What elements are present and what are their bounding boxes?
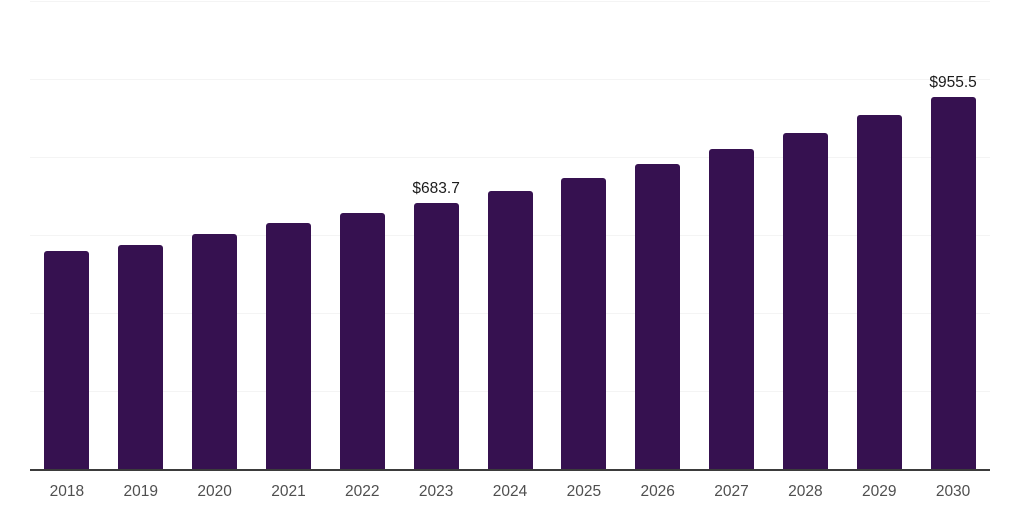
bar-2030 (930, 97, 976, 470)
x-tick-label-2029: 2029 (861, 483, 897, 500)
gridline-800 (30, 157, 990, 158)
bar-2019 (118, 244, 164, 470)
x-axis-labels: 2018 2019 2020 2021 2022 2023 2024 2025 2026 2027… (30, 471, 990, 501)
bar-2022 (339, 212, 385, 470)
bar-2029 (856, 115, 902, 470)
x-tick-label-2024: 2024 (492, 483, 528, 500)
plot-area: $683.7 $955.5 (30, 1, 990, 471)
x-tick-label-2030: 2030 (935, 483, 971, 500)
x-tick-label-2019: 2019 (123, 483, 159, 500)
bar-value-label-2030: $955.5 (929, 73, 977, 91)
x-tick-label-2023: 2023 (418, 483, 454, 500)
bar-2018 (44, 251, 90, 470)
x-axis-line (30, 469, 990, 471)
x-tick-label-2028: 2028 (788, 483, 823, 500)
bar-2021 (265, 223, 311, 470)
x-tick-label-2020: 2020 (197, 483, 232, 500)
x-tick-label-2018: 2018 (49, 483, 85, 500)
bar-2026 (635, 164, 681, 470)
bar-2023 (413, 203, 459, 470)
bar-2025 (561, 178, 607, 470)
gridline-1000 (30, 79, 990, 80)
gridline-1200 (30, 1, 990, 2)
x-tick-label-2021: 2021 (271, 483, 306, 500)
bar-value-label-2023: $683.7 (412, 179, 460, 197)
x-tick-label-2026: 2026 (640, 483, 675, 500)
bar-2024 (487, 191, 533, 470)
x-tick-label-2022: 2022 (345, 483, 380, 500)
bar-2020 (192, 234, 238, 470)
bar-2028 (782, 132, 828, 470)
x-tick-label-2027: 2027 (714, 483, 749, 500)
bar-2027 (709, 149, 755, 470)
x-tick-label-2025: 2025 (566, 483, 602, 500)
